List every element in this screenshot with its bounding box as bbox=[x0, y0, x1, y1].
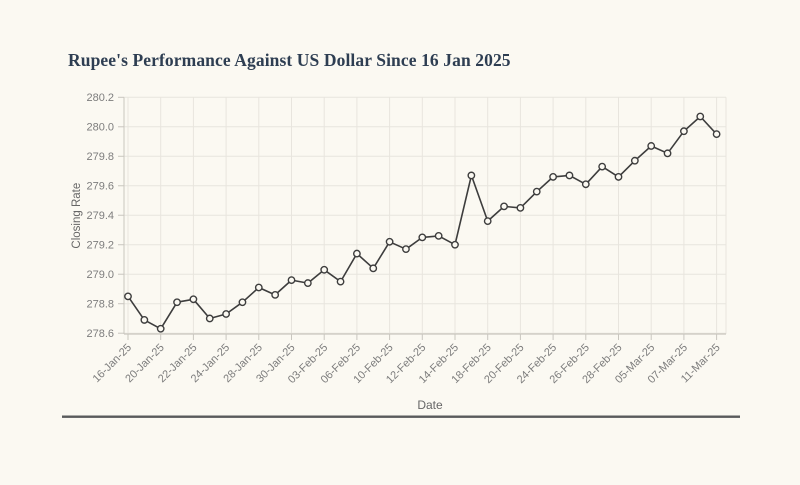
data-point-marker[interactable] bbox=[254, 283, 263, 292]
data-point-marker[interactable] bbox=[189, 295, 198, 304]
data-point-marker[interactable] bbox=[581, 180, 590, 189]
data-point-marker[interactable] bbox=[238, 298, 247, 307]
y-axis-title: Closing Rate bbox=[71, 183, 83, 249]
data-point-marker[interactable] bbox=[614, 173, 623, 181]
chart-title: Rupee's Performance Against US Dollar Si… bbox=[68, 50, 511, 70]
data-point-marker[interactable] bbox=[320, 265, 329, 274]
data-point-marker[interactable] bbox=[663, 149, 672, 158]
data-point-marker[interactable] bbox=[287, 276, 296, 285]
data-point-marker[interactable] bbox=[402, 245, 410, 254]
data-point-marker[interactable] bbox=[451, 240, 459, 249]
y-tick-label: 279.2 bbox=[86, 240, 114, 252]
data-point-marker[interactable] bbox=[336, 277, 345, 286]
data-point-marker[interactable] bbox=[500, 202, 508, 211]
data-point-marker[interactable] bbox=[516, 203, 525, 212]
y-tick-label: 279.0 bbox=[86, 269, 114, 281]
data-point-marker[interactable] bbox=[303, 279, 312, 287]
data-point-marker[interactable] bbox=[222, 310, 231, 318]
data-point-marker[interactable] bbox=[712, 130, 721, 139]
data-point-marker[interactable] bbox=[532, 187, 541, 196]
data-point-marker[interactable] bbox=[124, 292, 132, 301]
y-tick-label: 279.6 bbox=[86, 181, 114, 193]
data-point-marker[interactable] bbox=[680, 127, 688, 136]
data-point-marker[interactable] bbox=[549, 173, 557, 181]
data-point-marker[interactable] bbox=[271, 290, 280, 299]
data-point-marker[interactable] bbox=[434, 231, 443, 240]
data-point-marker[interactable] bbox=[696, 112, 705, 121]
y-tick-label: 280.0 bbox=[86, 122, 114, 134]
data-point-marker[interactable] bbox=[418, 233, 427, 242]
y-tick-label: 278.8 bbox=[86, 299, 114, 311]
data-point-marker[interactable] bbox=[467, 171, 476, 180]
y-tick-label: 278.6 bbox=[86, 328, 114, 340]
data-point-marker[interactable] bbox=[140, 316, 149, 324]
data-point-marker[interactable] bbox=[647, 142, 656, 150]
data-point-marker[interactable] bbox=[385, 237, 394, 246]
data-point-marker[interactable] bbox=[173, 298, 181, 307]
y-tick-label: 279.8 bbox=[86, 151, 114, 163]
y-tick-label: 280.2 bbox=[86, 92, 114, 104]
x-axis-title: Date bbox=[417, 398, 443, 412]
data-point-marker[interactable] bbox=[156, 324, 165, 333]
y-tick-label: 279.4 bbox=[86, 210, 114, 222]
bottom-rule bbox=[62, 415, 740, 418]
data-point-marker[interactable] bbox=[352, 249, 361, 258]
data-point-marker[interactable] bbox=[630, 156, 639, 165]
data-point-marker[interactable] bbox=[369, 264, 378, 273]
data-point-marker[interactable] bbox=[205, 314, 214, 323]
data-point-marker[interactable] bbox=[598, 162, 607, 171]
data-point-marker[interactable] bbox=[565, 171, 574, 180]
data-point-marker[interactable] bbox=[483, 217, 492, 226]
